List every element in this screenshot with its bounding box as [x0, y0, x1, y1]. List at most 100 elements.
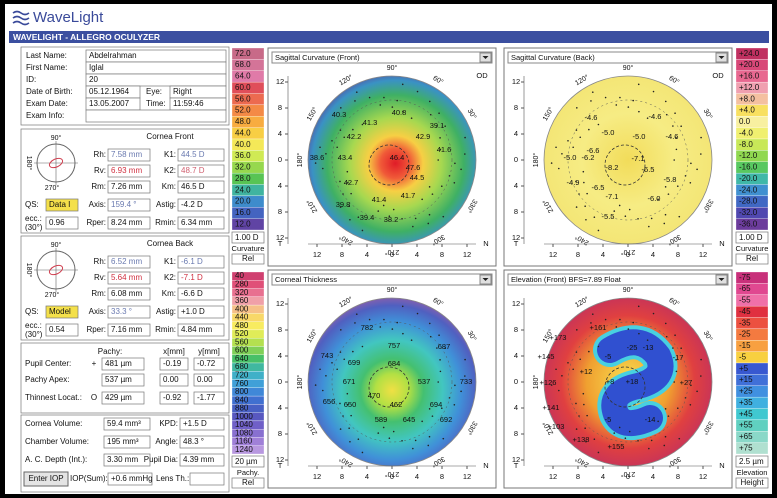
map-dot — [428, 186, 431, 188]
map-dot — [388, 215, 391, 218]
map-dot — [444, 125, 446, 127]
map-dot — [340, 329, 342, 331]
field-value: 48.7 D — [181, 166, 205, 175]
map-dot — [339, 351, 342, 353]
map-selector[interactable] — [507, 51, 729, 64]
field-value: -0.72 — [197, 359, 216, 368]
map-dot — [575, 428, 578, 430]
field-value: -1.77 — [197, 393, 216, 402]
field-value: -6.6 D — [181, 289, 203, 298]
scale-swatch — [231, 445, 265, 455]
map-dot — [597, 123, 600, 126]
map-dot — [361, 345, 364, 348]
map-dot — [401, 305, 404, 308]
field-value: 48.3 ° — [183, 437, 204, 446]
field-value: 44.5 D — [181, 150, 205, 159]
map-dot — [428, 435, 431, 438]
field-label: K1: — [164, 150, 176, 159]
map-dot — [339, 402, 341, 405]
map-dot — [579, 358, 582, 361]
map-dot — [410, 117, 413, 119]
map-dot — [388, 437, 391, 440]
field-label: Rh: — [94, 150, 106, 159]
zone-outline — [567, 321, 689, 443]
map-dot — [588, 128, 590, 131]
map-dot — [650, 217, 653, 220]
map-dot — [348, 205, 350, 207]
field-box — [107, 216, 151, 230]
map-dot — [412, 447, 414, 450]
map-dot — [597, 345, 600, 348]
map-dot — [575, 351, 578, 353]
map-dot — [648, 447, 650, 450]
enter-iop-button[interactable] — [23, 471, 69, 487]
map-selector[interactable] — [271, 51, 493, 64]
scale-swatch — [735, 218, 769, 231]
temporal-label: T — [514, 239, 519, 248]
map-dot — [700, 358, 702, 361]
enter-iop-button-label[interactable]: Enter IOP — [28, 474, 63, 483]
y-tick-label: 4 — [514, 129, 518, 138]
scale-label: 32.0 — [235, 163, 251, 172]
field-box — [103, 453, 151, 467]
x-tick-label: 8 — [340, 250, 344, 259]
map-value: -5.0 — [602, 128, 615, 137]
map-value: -6.6 — [587, 146, 600, 155]
map-dot — [396, 99, 399, 102]
map-dot — [379, 104, 382, 106]
map-value: -6.5 — [592, 183, 605, 192]
field-label: K2: — [164, 166, 176, 175]
field-label: Pupil Dia: — [144, 455, 178, 464]
map-dot — [591, 313, 594, 315]
y-tick-label: 12 — [276, 77, 284, 86]
field-value: 7.26 mm — [111, 182, 142, 191]
map-value: 694 — [430, 400, 443, 409]
map-dot — [444, 347, 446, 349]
field-value: 59.4 mm³ — [107, 419, 141, 428]
dropdown-arrow — [482, 56, 489, 59]
map-value: +145 — [538, 352, 555, 361]
map-selector[interactable] — [271, 273, 493, 286]
field-label: Km: — [162, 289, 176, 298]
y-tick-label: 4 — [278, 351, 282, 360]
map-dot — [325, 374, 327, 377]
field-box — [107, 148, 151, 162]
scale-label: -75 — [739, 273, 751, 282]
field-box — [45, 198, 79, 212]
scale-label: -20.0 — [739, 174, 758, 183]
map-value: 44.5 — [410, 173, 425, 182]
map-value: -6.5 — [642, 165, 655, 174]
field-value: 20 — [89, 75, 98, 84]
field-box — [177, 255, 225, 269]
scale-label: -12.0 — [739, 151, 758, 160]
zone-outline — [331, 321, 453, 443]
map-value: 43.4 — [338, 153, 353, 162]
map-dot — [664, 408, 667, 410]
field-label: Km: — [162, 182, 176, 191]
map-dot — [357, 216, 360, 218]
scale-step-box — [231, 455, 265, 468]
map-dot — [346, 392, 349, 395]
field-value: 6.08 mm — [111, 289, 142, 298]
map-dot — [585, 440, 587, 443]
map-value: 757 — [388, 341, 401, 350]
map-dot — [460, 168, 462, 171]
scale-label: +45 — [739, 409, 753, 418]
map-dot — [663, 444, 666, 447]
map-dot — [383, 318, 385, 321]
field-label: ecc.: — [25, 321, 42, 330]
field-label: Rv: — [94, 273, 106, 282]
field-label: Exam Date: — [26, 99, 68, 108]
map-value: 41.7 — [401, 191, 416, 200]
map-selector[interactable] — [507, 273, 729, 286]
y-tick-label: 12 — [276, 299, 284, 308]
field-box — [45, 305, 79, 319]
scale-label: 800 — [235, 387, 249, 396]
map-value: -17 — [673, 353, 684, 362]
scale-label: 40.0 — [235, 140, 251, 149]
scale-label: -5 — [739, 352, 747, 361]
map-dot — [412, 225, 414, 228]
map-dot — [663, 222, 666, 225]
map-dot — [593, 216, 596, 218]
dropdown-arrow — [718, 56, 725, 59]
